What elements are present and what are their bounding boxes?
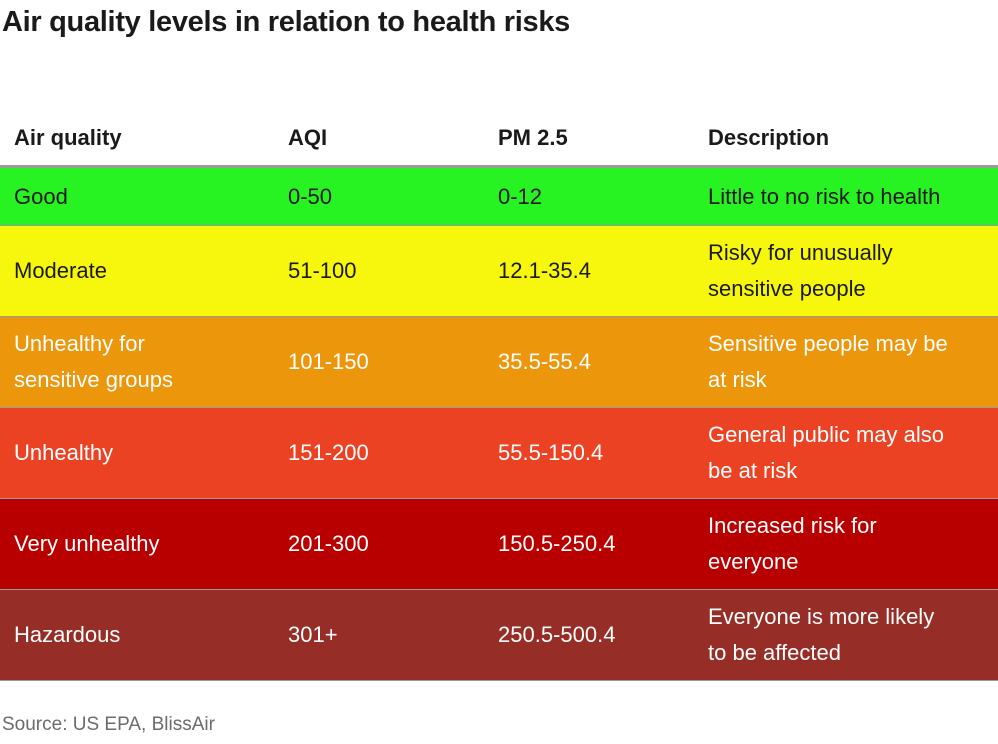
aqi-table: Air quality AQI PM 2.5 Description Good 0… [0, 110, 998, 681]
cell-description: Little to no risk to health [708, 179, 998, 215]
cell-air-quality: Unhealthy for sensitive groups [0, 326, 288, 398]
cell-air-quality: Hazardous [14, 622, 121, 647]
cell-aqi: 101-150 [288, 349, 369, 374]
cell-description-line: everyone [708, 549, 799, 574]
cell-description: Risky for unusually sensitive people [708, 235, 998, 307]
cell-description-line: to be affected [708, 640, 841, 665]
cell-description: Increased risk for everyone [708, 508, 998, 580]
cell-pm25: 55.5-150.4 [498, 440, 604, 465]
table-row: Very unhealthy 201-300 150.5-250.4 Increase… [0, 499, 998, 590]
cell-description-line: General public may also [708, 422, 945, 447]
cell-pm25: 0-12 [498, 183, 543, 209]
cell-aqi: 0-50 [288, 183, 333, 209]
cell-pm25: 12.1-35.4 [498, 258, 591, 283]
cell-pm25: 35.5-55.4 [498, 349, 591, 374]
cell-aqi: 51-100 [288, 258, 357, 283]
cell-air-quality: Moderate [14, 258, 107, 283]
cell-description-line: sensitive people [708, 276, 866, 301]
cell-description: General public may also be at risk [708, 417, 998, 489]
header-air-quality: Air quality [14, 124, 122, 150]
cell-description-line: Increased risk for [708, 513, 877, 538]
cell-air-quality: Very unhealthy [14, 531, 160, 556]
cell-description-line: Sensitive people may be [708, 331, 948, 356]
cell-description-line: at risk [708, 367, 767, 392]
cell-description-line: Risky for unusually [708, 240, 893, 265]
header-description: Description [708, 124, 830, 150]
header-aqi: AQI [288, 124, 328, 150]
cell-description-line: Little to no risk to health [708, 183, 941, 209]
table-body: Good 0-50 0-12 Little to no risk to health M… [0, 168, 998, 681]
cell-aqi: 201-300 [288, 531, 369, 556]
cell-air-quality: Good [14, 183, 68, 209]
cell-aqi: 301+ [288, 622, 338, 647]
table-row: Unhealthy 151-200 55.5-150.4 General public… [0, 408, 998, 499]
cell-description: Everyone is more likely to be affected [708, 599, 998, 671]
cell-pm25: 250.5-500.4 [498, 622, 616, 647]
table-header: Air quality AQI PM 2.5 Description [0, 110, 998, 168]
table-row: Hazardous 301+ 250.5-500.4 Everyone is more… [0, 590, 998, 681]
cell-aqi: 151-200 [288, 440, 369, 465]
cell-description-line: Everyone is more likely [708, 604, 935, 629]
cell-air-quality: Unhealthy [14, 440, 114, 465]
cell-description: Sensitive people may be at risk [708, 326, 998, 398]
source-note: Source: US EPA, BlissAir [2, 714, 215, 735]
table-row: Unhealthy for sensitive groups 101-150 35.5… [0, 317, 998, 408]
table-row: Good 0-50 0-12 Little to no risk to health [0, 168, 998, 226]
cell-air-quality-line: sensitive groups [14, 367, 173, 392]
header-pm25: PM 2.5 [498, 124, 568, 150]
cell-pm25: 150.5-250.4 [498, 531, 616, 556]
chart-title: Air quality levels in relation to health… [2, 6, 570, 38]
cell-description-line: be at risk [708, 458, 798, 483]
table-row: Moderate 51-100 12.1-35.4 Risky for unusual… [0, 226, 998, 317]
cell-air-quality-line: Unhealthy for [14, 331, 145, 356]
